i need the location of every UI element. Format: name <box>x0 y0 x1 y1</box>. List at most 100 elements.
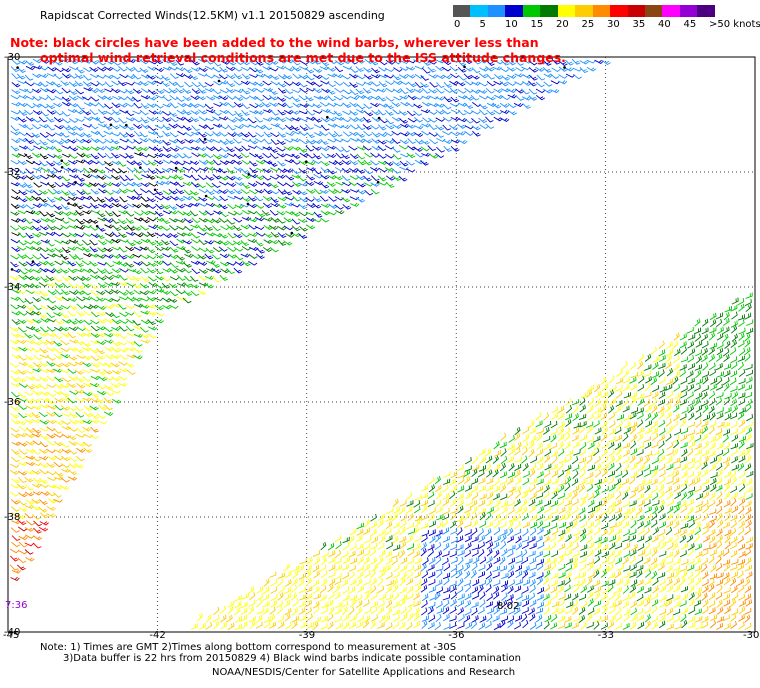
wind-barb <box>543 426 550 435</box>
wind-barb <box>572 405 579 414</box>
wind-barb <box>693 599 701 607</box>
wind-barb <box>18 109 28 116</box>
wind-barb <box>471 81 481 86</box>
wind-barb <box>241 621 248 630</box>
wind-barb <box>125 102 135 108</box>
wind-barb <box>535 621 543 630</box>
wind-barb <box>269 95 279 101</box>
wind-barb <box>234 204 244 209</box>
wind-barb <box>328 591 335 600</box>
wind-barb <box>695 355 702 364</box>
wind-barb <box>571 456 579 465</box>
wind-barb <box>413 110 423 117</box>
wind-barb <box>24 268 34 273</box>
wind-barb <box>686 534 694 543</box>
wind-barb <box>738 419 746 428</box>
wind-barb <box>558 66 568 72</box>
wind-barb <box>17 519 27 526</box>
wind-barb <box>715 477 723 485</box>
wind-barb <box>650 377 658 386</box>
wind-barb <box>247 131 257 138</box>
wind-barb <box>485 556 493 564</box>
wind-barb <box>291 59 301 66</box>
wind-barb <box>83 325 92 332</box>
wind-barb <box>68 275 78 281</box>
wind-barb <box>146 254 157 260</box>
wind-barb <box>60 391 70 398</box>
wind-barb <box>507 527 514 537</box>
wind-barb <box>96 325 106 331</box>
wind-barb <box>477 89 488 94</box>
wind-barb <box>305 570 312 579</box>
wind-barb <box>248 224 258 230</box>
wind-barb <box>169 131 179 138</box>
wind-barb <box>715 484 723 492</box>
wind-barb <box>680 607 688 615</box>
wind-barb <box>428 476 435 485</box>
wind-barb <box>427 622 435 630</box>
wind-barb <box>141 232 151 237</box>
wind-barb <box>25 440 35 446</box>
wind-barb <box>362 619 370 629</box>
wind-barb <box>16 513 26 520</box>
wind-barb <box>686 391 694 399</box>
wind-barb <box>17 377 27 383</box>
wind-barb <box>399 95 409 100</box>
wind-barb <box>427 145 436 152</box>
wind-barb <box>90 159 100 165</box>
wind-barb <box>17 419 27 426</box>
wind-barb <box>492 541 500 550</box>
wind-barb <box>637 484 645 493</box>
wind-barb <box>623 463 630 472</box>
wind-barb <box>40 391 50 396</box>
wind-barb <box>111 254 121 259</box>
wind-barb <box>709 436 717 443</box>
wind-barb <box>659 385 667 393</box>
wind-barb <box>457 577 464 587</box>
wind-barb <box>218 74 228 80</box>
wind-barb <box>644 427 652 435</box>
wind-barb <box>146 197 156 203</box>
wind-barb <box>241 197 251 202</box>
wind-barb <box>111 326 121 331</box>
wind-barb <box>636 407 644 414</box>
wind-barb <box>421 620 428 629</box>
wind-barb <box>587 499 595 508</box>
wind-barb <box>716 599 723 608</box>
wind-barb <box>652 527 659 536</box>
wind-barb <box>97 59 107 66</box>
wind-barb <box>508 557 516 565</box>
wind-barb <box>240 152 250 158</box>
wind-barb <box>717 549 725 558</box>
wind-barb <box>407 613 414 622</box>
wind-barb <box>277 160 286 167</box>
wind-barb <box>31 132 41 138</box>
wind-barb <box>687 506 694 515</box>
wind-barb <box>478 579 486 587</box>
wind-barb <box>594 542 602 551</box>
wind-barb <box>298 147 308 153</box>
wind-barb <box>190 224 200 229</box>
wind-barb <box>11 311 21 316</box>
wind-barb <box>477 470 485 478</box>
wind-barb <box>46 448 56 454</box>
wind-barb <box>716 528 723 537</box>
wind-barb <box>557 585 564 594</box>
wind-barb <box>701 621 709 629</box>
wind-barb <box>219 146 229 153</box>
wind-barb <box>169 217 179 223</box>
wind-barb <box>572 441 580 449</box>
wind-barb <box>427 543 435 551</box>
wind-barb <box>508 515 516 523</box>
wind-barb <box>198 109 208 115</box>
wind-barb <box>731 391 739 400</box>
wind-barb <box>434 475 441 485</box>
wind-barb <box>292 66 301 72</box>
wind-barb <box>687 622 696 629</box>
wind-barb <box>154 210 164 217</box>
contamination-dot <box>463 65 466 69</box>
wind-barb <box>564 526 571 536</box>
wind-barb <box>104 275 114 281</box>
wind-barb <box>594 398 601 407</box>
wind-barb <box>184 132 194 137</box>
